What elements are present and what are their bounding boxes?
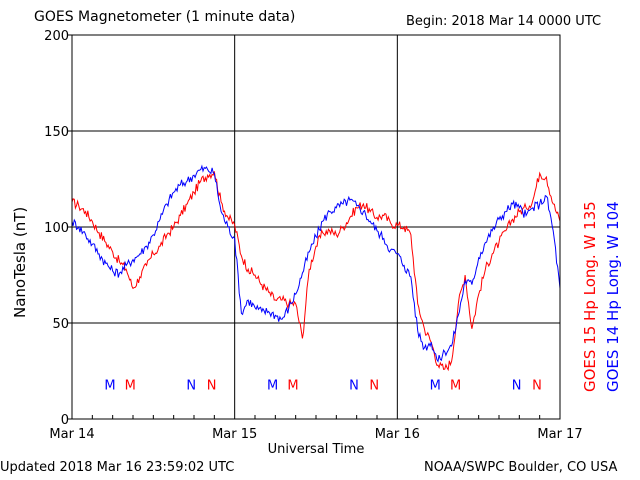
noon-marker: N [512,378,522,393]
plot-frame [71,34,561,420]
x-tick-label: Mar 15 [212,427,257,442]
midnight-marker: M [287,378,298,393]
credit-label: NOAA/SWPC Boulder, CO USA [424,460,618,475]
legend-goes-14: GOES 14 Hp Long. W 104 [604,201,622,392]
midnight-marker: M [125,378,136,393]
chart-title: GOES Magnetometer (1 minute data) [34,9,296,25]
midnight-marker: M [267,378,278,393]
noon-marker: N [186,378,196,393]
chart-ticks: 0 50 100 150 200 Mar 14 Mar 15 Mar 16 Mar 17 [44,29,582,442]
series-goes-15-line [71,171,561,372]
y-tick-label: 100 [44,221,69,236]
midnight-marker: M [430,378,441,393]
y-tick-label: 200 [44,29,69,44]
x-tick-label: Mar 14 [49,427,94,442]
legend-goes-15: GOES 15 Hp Long. W 135 [581,201,599,392]
y-tick-label: 0 [61,413,69,428]
x-tick-label: Mar 17 [537,427,582,442]
x-tick-label: Mar 16 [375,427,420,442]
begin-time-label: Begin: 2018 Mar 14 0000 UTC [406,14,602,29]
series-goes-14-line [71,164,561,363]
chart-grid [71,34,561,420]
y-axis-label: NanoTesla (nT) [11,206,29,318]
x-axis-label: Universal Time [268,442,365,457]
updated-timestamp: Updated 2018 Mar 16 23:59:02 UTC [0,460,235,475]
midnight-marker: M [104,378,115,393]
noon-marker: N [207,378,217,393]
chart-series [71,164,561,372]
noon-marker: N [532,378,542,393]
y-tick-label: 50 [52,317,69,332]
y-tick-label: 150 [44,125,69,140]
midnight-marker: M [450,378,461,393]
noon-marker: N [349,378,359,393]
noon-marker: N [369,378,379,393]
